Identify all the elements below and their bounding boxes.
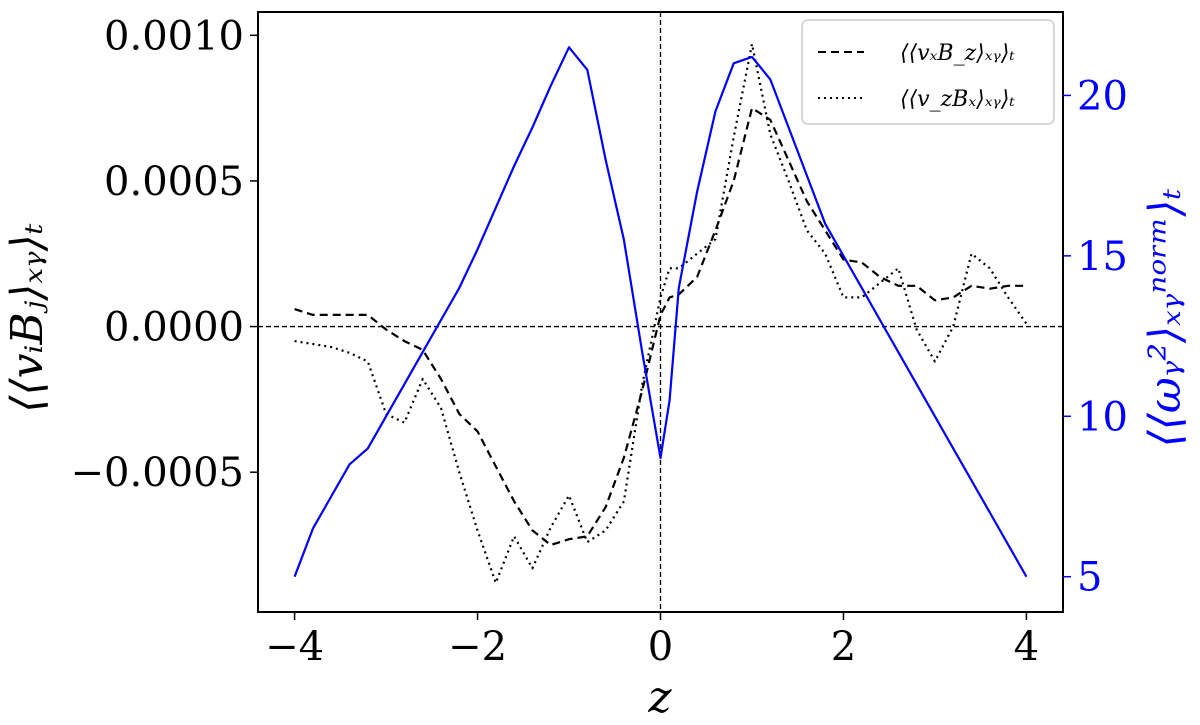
y-axis-left-ticks: −0.0005 0.0000 0.0005 0.0010: [71, 13, 258, 496]
x-tick-label: −4: [265, 624, 324, 670]
y-right-tick-label: 15: [1077, 234, 1128, 280]
x-axis-ticks: −4 −2 0 2 4: [265, 612, 1039, 670]
series-vorticity-line: [293, 46, 1028, 578]
legend-entry-vxbz: ⟨⟨vₓB_z⟩ₓᵧ⟩ₜ: [900, 41, 1015, 66]
y-right-tick-label: 20: [1077, 73, 1128, 119]
y-axis-left-label: ⟨⟨vᵢBⱼ⟩ₓᵧ⟩ₜ: [2, 223, 53, 413]
legend-entry-vzbx: ⟨⟨v_zBₓ⟩ₓᵧ⟩ₜ: [900, 87, 1015, 112]
x-tick-label: 4: [1014, 624, 1039, 670]
series-vxbz-line: [294, 106, 1027, 547]
reference-lines: [258, 12, 1063, 612]
legend-box: [801, 19, 1055, 125]
x-tick-label: 0: [648, 624, 673, 670]
y-axis-right-label: ⟨⟨ωᵧ²⟩ₓᵧⁿᵒʳᵐ⟩ₜ: [1140, 188, 1191, 447]
x-tick-label: −2: [448, 624, 507, 670]
x-axis-label: z: [647, 672, 672, 723]
legend: ⟨⟨vₓB_z⟩ₓᵧ⟩ₜ ⟨⟨v_zBₓ⟩ₓᵧ⟩ₜ: [801, 19, 1055, 125]
series-vzbx-line: [294, 42, 1028, 585]
y-left-tick-label: 0.0010: [104, 13, 244, 59]
y-axis-right-ticks: 5 10 15 20: [1063, 73, 1128, 601]
series-layer: [293, 42, 1028, 585]
y-left-tick-label: −0.0005: [71, 450, 244, 496]
y-right-tick-label: 5: [1077, 555, 1102, 601]
y-left-tick-label: 0.0000: [104, 305, 244, 351]
y-left-tick-label: 0.0005: [104, 159, 244, 205]
y-right-tick-label: 10: [1077, 394, 1128, 440]
x-tick-label: 2: [831, 624, 856, 670]
